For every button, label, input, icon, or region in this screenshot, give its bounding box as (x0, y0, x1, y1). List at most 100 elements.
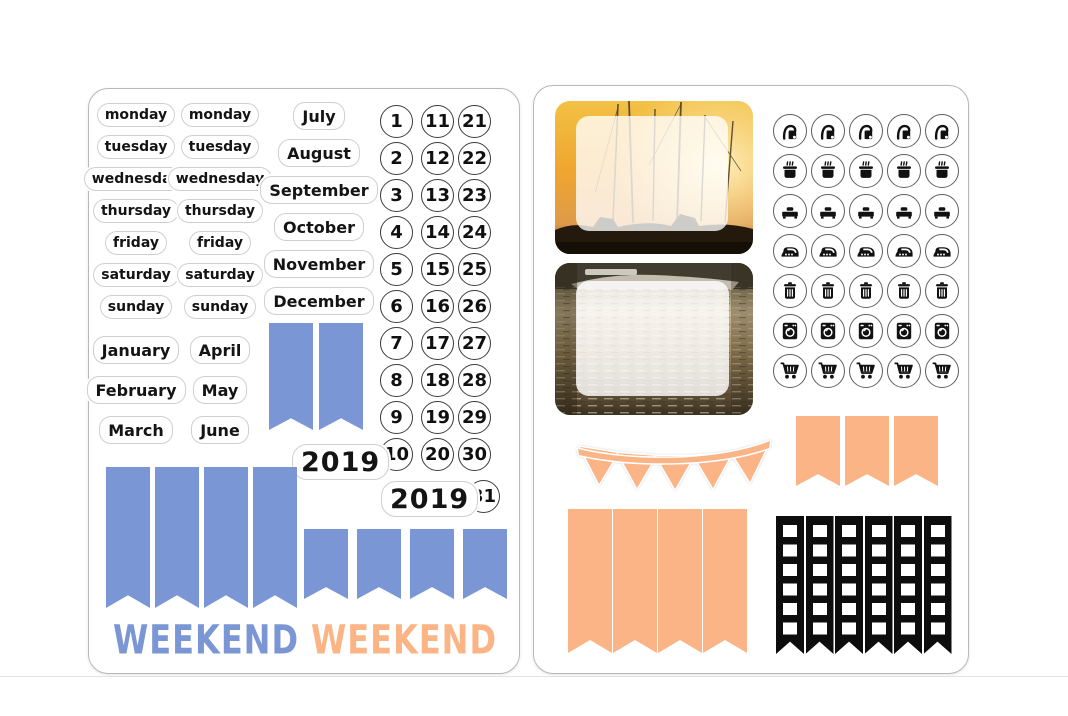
month-stickers-apr-jun: April May June (181, 336, 259, 444)
cooking-pot-icon (811, 154, 845, 188)
day-name-sticker: friday (189, 231, 251, 255)
date-circle-sticker: 16 (421, 290, 454, 323)
washing-machine-icon (811, 314, 845, 348)
blue-flag-sticker (357, 529, 401, 599)
blue-flag-sticker (253, 467, 297, 608)
month-stickers-jul-dec: July August September October November Decemb… (260, 102, 378, 315)
date-circle-sticker: 13 (421, 179, 454, 212)
trash-can-icon (773, 274, 807, 308)
iron-icon (773, 234, 807, 268)
date-circle-sticker: 24 (458, 216, 491, 249)
iron-icon (887, 234, 921, 268)
iron-icon (811, 234, 845, 268)
date-circle-sticker: 23 (458, 179, 491, 212)
month-name-sticker: January (92, 336, 180, 364)
day-name-sticker: sunday (99, 295, 173, 319)
blue-flag-sticker (319, 323, 363, 430)
bed-icon-row (773, 194, 959, 228)
checklist-flag-sticker (894, 516, 922, 654)
sticker-sheet-right (533, 85, 969, 674)
checklist-flag-sticker (835, 516, 863, 654)
small-blue-flag-stickers (304, 529, 507, 599)
day-stickers-column-2: monday tuesday wednesday thursday friday satu… (167, 103, 273, 319)
checklist-flag-sticker (923, 516, 952, 654)
month-name-sticker: February (86, 376, 186, 404)
orange-flag-sticker (796, 416, 840, 486)
day-name-sticker: sunday (183, 295, 257, 319)
month-name-sticker: September (260, 176, 378, 204)
day-name-sticker: tuesday (96, 135, 176, 159)
date-circle-sticker: 8 (380, 364, 413, 397)
date-circle-sticker: 27 (458, 327, 491, 360)
day-name-sticker: thursday (176, 199, 264, 223)
blue-flag-sticker (155, 467, 199, 608)
day-name-sticker: saturday (93, 263, 179, 287)
vacuum-icon (811, 114, 845, 148)
blue-flag-sticker (269, 323, 313, 430)
date-circle-sticker: 19 (421, 401, 454, 434)
date-circle-sticker: 6 (380, 290, 413, 323)
day-name-sticker: saturday (177, 263, 263, 287)
tall-blue-flag-stickers (269, 323, 363, 430)
trash-can-icon (811, 274, 845, 308)
shopping-cart-icon (811, 354, 845, 388)
iron-icon (925, 234, 959, 268)
washing-machine-icon-row (773, 314, 959, 348)
month-name-sticker: May (192, 376, 248, 404)
small-orange-flag-stickers (796, 416, 938, 486)
date-circle-sticker: 18 (421, 364, 454, 397)
month-name-sticker: December (264, 287, 374, 315)
trash-can-icon-row (773, 274, 959, 308)
large-blue-flag-stickers (106, 467, 297, 608)
date-circle-sticker: 1 (380, 105, 413, 138)
photo-sticker-sunset-water (555, 263, 753, 415)
month-name-sticker: October (274, 213, 364, 241)
date-circle-sticker: 5 (380, 253, 413, 286)
vacuum-icon (925, 114, 959, 148)
bed-icon (773, 194, 807, 228)
vacuum-icon (887, 114, 921, 148)
date-circle-sticker: 3 (380, 179, 413, 212)
date-circle-sticker: 21 (458, 105, 491, 138)
blue-flag-sticker (204, 467, 248, 608)
weekend-word-sticker-orange: WEEKEND (311, 616, 498, 664)
shopping-cart-icon (887, 354, 921, 388)
month-name-sticker: June (191, 416, 249, 444)
orange-flag-sticker (845, 416, 889, 486)
day-name-sticker: tuesday (180, 135, 260, 159)
date-circles-column-2: 11 12 13 14 15 16 17 18 19 20 (421, 105, 454, 471)
cooking-pot-icon (773, 154, 807, 188)
orange-flag-sticker (703, 509, 747, 653)
bunting-banner-sticker (572, 436, 776, 494)
orange-flag-sticker (894, 416, 938, 486)
year-2019-sticker: 2019 (381, 481, 479, 517)
cooking-pot-icon-row (773, 154, 959, 188)
cooking-pot-icon (849, 154, 883, 188)
blue-flag-sticker (463, 529, 507, 599)
orange-flag-sticker (658, 509, 702, 653)
date-circle-sticker: 11 (421, 105, 454, 138)
date-circle-sticker: 25 (458, 253, 491, 286)
trash-can-icon (849, 274, 883, 308)
month-name-sticker: March (99, 416, 173, 444)
day-name-sticker: friday (105, 231, 167, 255)
checklist-flag-sticker (805, 516, 834, 654)
trash-can-icon (887, 274, 921, 308)
shopping-cart-icon-row (773, 354, 959, 388)
iron-icon (849, 234, 883, 268)
orange-flag-sticker (613, 509, 657, 653)
iron-icon-row (773, 234, 959, 268)
month-name-sticker: August (278, 139, 360, 167)
blue-flag-sticker (106, 467, 150, 608)
blue-flag-sticker (304, 529, 348, 599)
date-circle-sticker: 20 (421, 438, 454, 471)
day-name-sticker: monday (96, 103, 176, 127)
month-stickers-jan-mar: January February March (86, 336, 186, 444)
washing-machine-icon (773, 314, 807, 348)
weekend-word-sticker-blue: WEEKEND (113, 616, 300, 664)
cooking-pot-icon (887, 154, 921, 188)
vacuum-icon-row (773, 114, 959, 148)
day-stickers-column-1: monday tuesday wednesday thursday friday satu… (83, 103, 189, 319)
date-circle-sticker: 4 (380, 216, 413, 249)
washing-machine-icon (849, 314, 883, 348)
